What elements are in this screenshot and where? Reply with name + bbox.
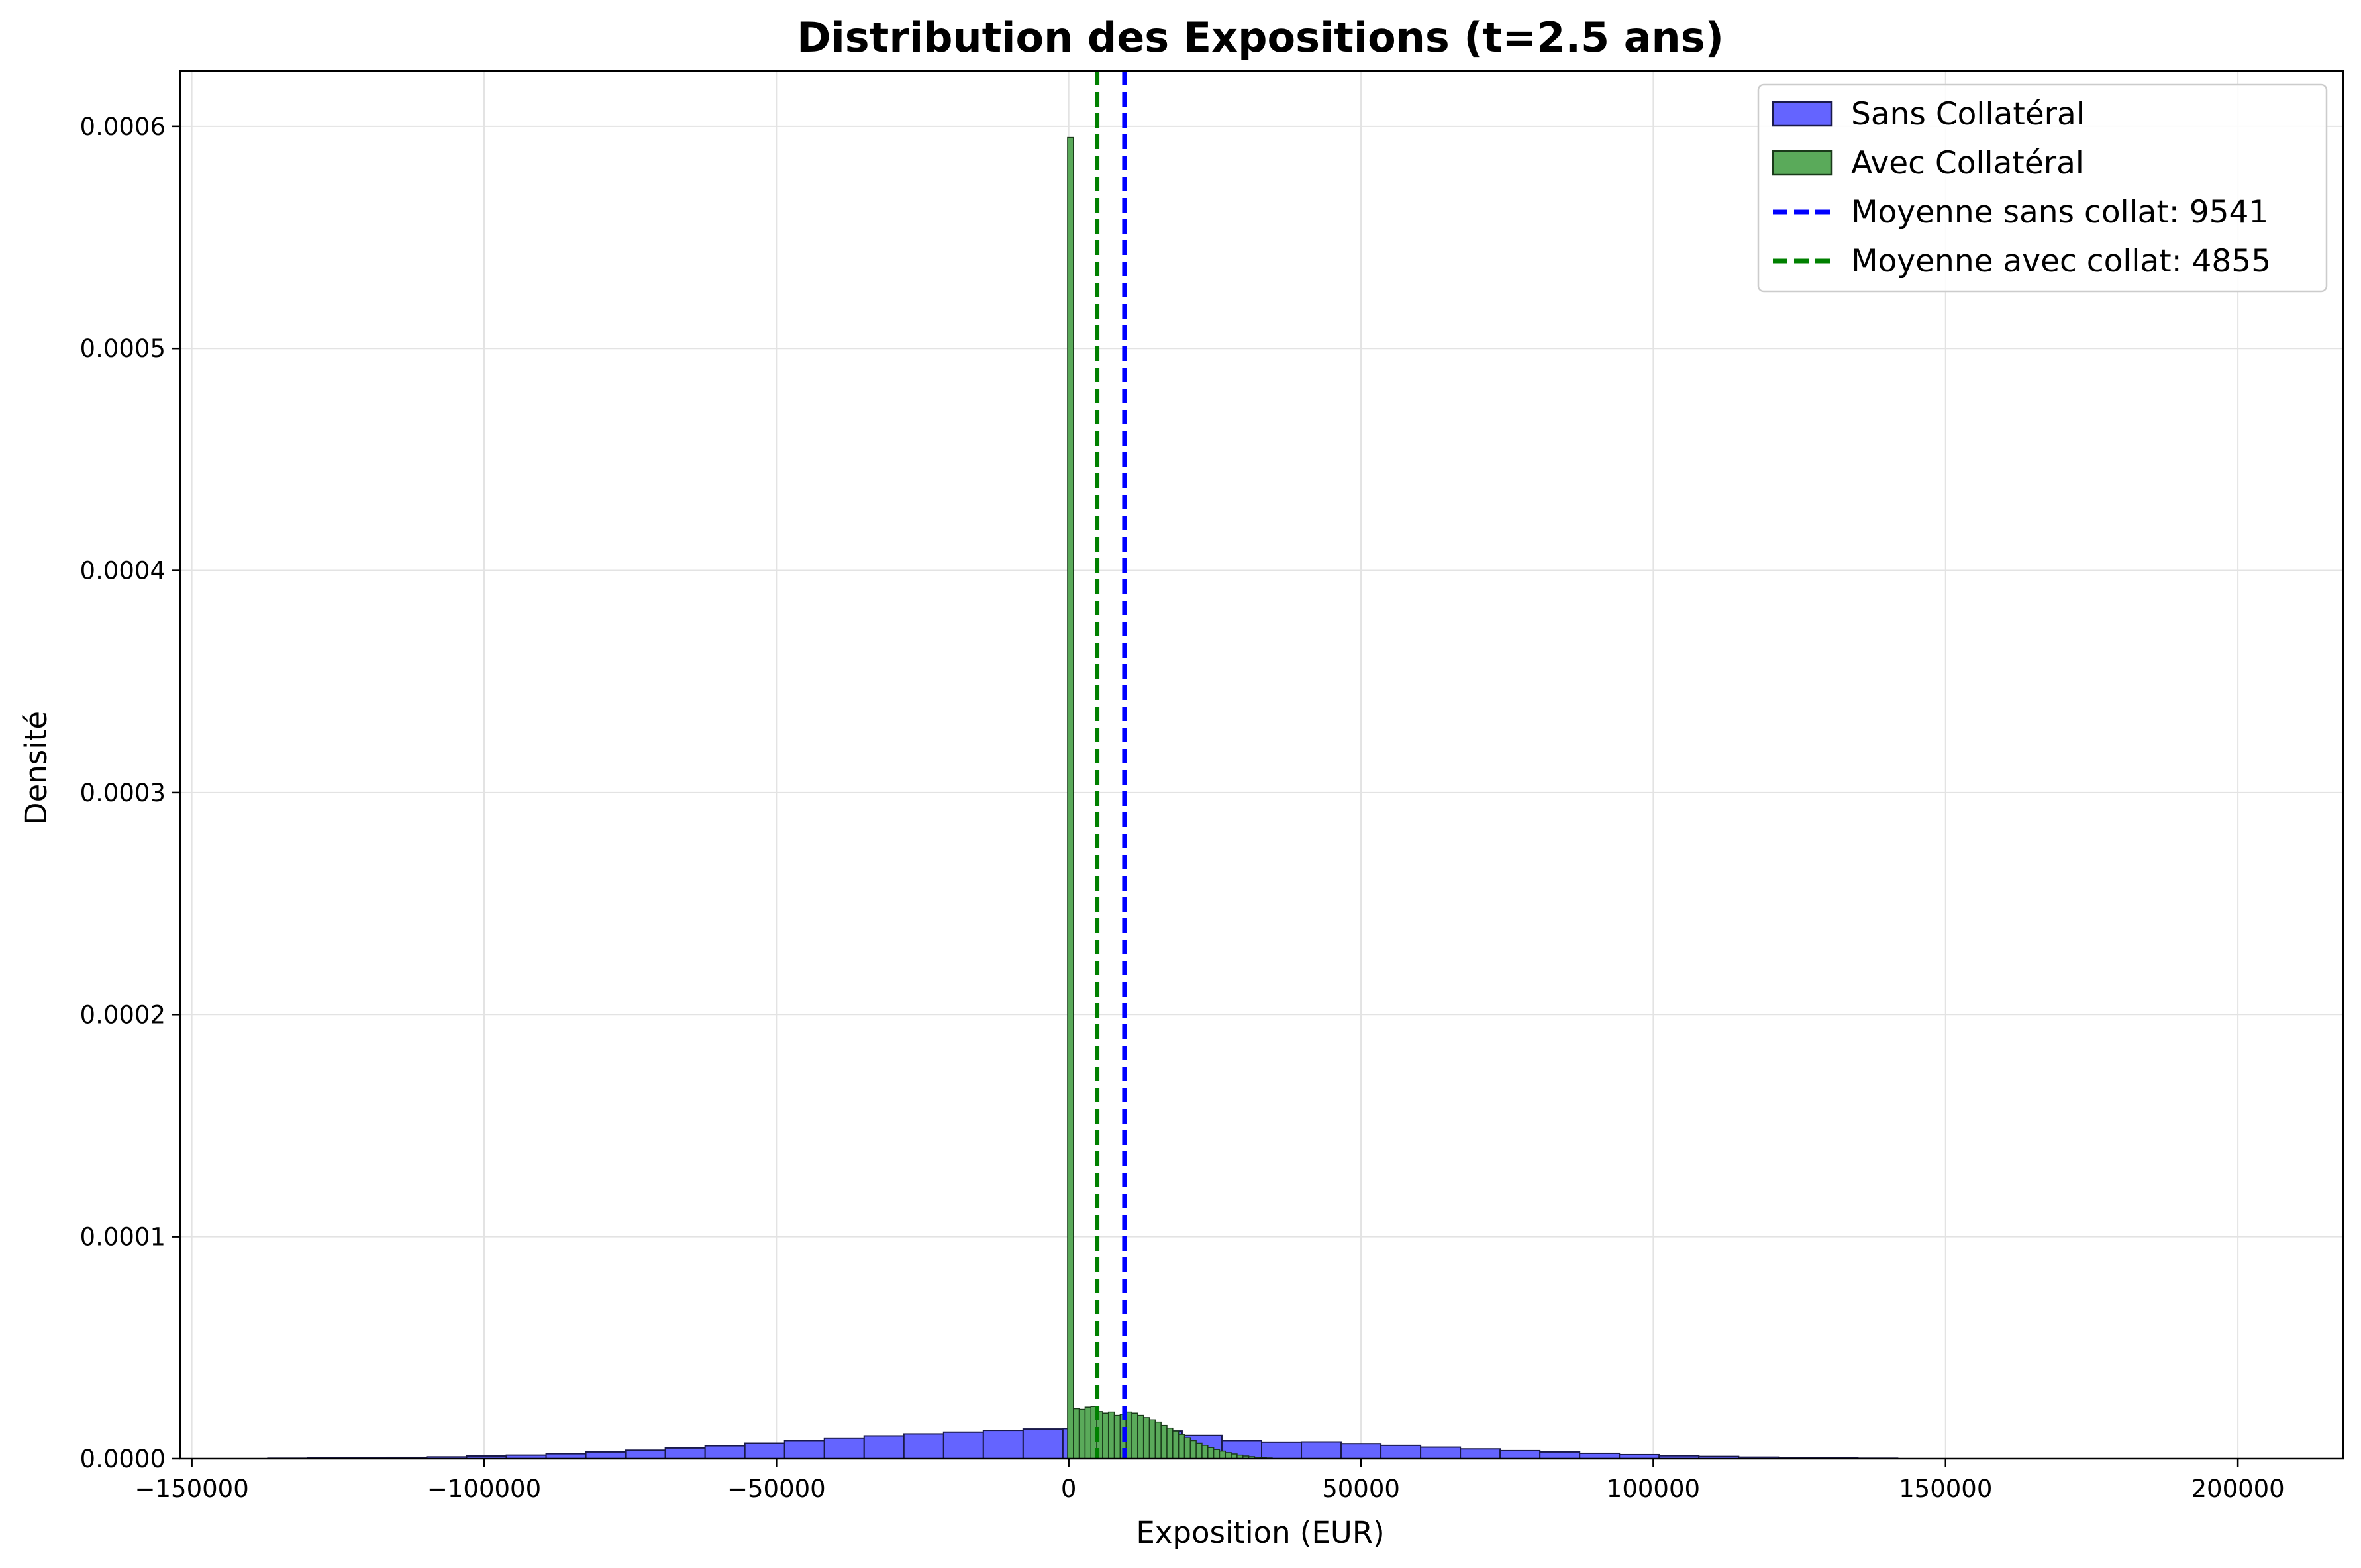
y-tick-label: 0.0003: [80, 779, 166, 807]
bar-sans-collateral: [1340, 1443, 1382, 1460]
bar-sans-collateral: [664, 1447, 706, 1460]
legend-swatch-patch: [1772, 150, 1833, 176]
y-axis-ticks: 0.0000 0.0001 0.0002 0.0003 0.0004 0.0005 0.00…: [80, 113, 180, 1473]
bar-avec-collateral: [1225, 1452, 1232, 1459]
bar-sans-collateral: [1420, 1446, 1462, 1459]
legend: Sans Collatéral Avec Collatéral Moyenne sa…: [1757, 83, 2328, 293]
bar-sans-collateral: [1460, 1448, 1501, 1459]
bar-sans-collateral: [1539, 1451, 1581, 1460]
x-axis-label: Exposition (EUR): [1136, 1515, 1384, 1550]
bar-avec-collateral: [1207, 1447, 1215, 1459]
bar-sans-collateral: [982, 1430, 1024, 1460]
x-tick-label: −150000: [135, 1475, 249, 1503]
bar-avec-collateral: [1201, 1445, 1209, 1459]
bar-avec-collateral: [1084, 1406, 1092, 1459]
legend-swatch-patch: [1772, 101, 1833, 127]
bar-sans-collateral: [1022, 1428, 1064, 1460]
y-tick-label: 0.0004: [80, 557, 166, 585]
bar-sans-collateral: [585, 1451, 627, 1460]
bar-avec-collateral: [1078, 1408, 1086, 1459]
chart-title: Distribution des Expositions (t=2.5 ans): [797, 13, 1724, 62]
y-tick-label: 0.0002: [80, 1001, 166, 1029]
bar-sans-collateral: [625, 1449, 666, 1460]
bar-sans-collateral: [1261, 1441, 1303, 1459]
x-tick-label: 200000: [2191, 1475, 2284, 1503]
bar-avec-collateral: [1142, 1417, 1150, 1459]
bar-avec-collateral: [1102, 1412, 1109, 1459]
bar-avec-collateral: [1189, 1440, 1197, 1459]
x-axis-ticks: −150000 −100000 −50000 0 50000 100000 150000 20…: [135, 1459, 2285, 1503]
bar-sans-collateral: [1499, 1449, 1541, 1459]
bar-avec-collateral: [1219, 1450, 1227, 1459]
bar-avec-collateral: [1213, 1449, 1221, 1459]
bar-avec-collateral: [1195, 1442, 1203, 1459]
x-tick-label: 50000: [1322, 1475, 1400, 1503]
legend-label: Moyenne avec collat: 4855: [1851, 243, 2271, 279]
bar-sans-collateral: [903, 1433, 944, 1460]
legend-label: Moyenne sans collat: 9541: [1851, 194, 2268, 230]
x-tick-label: −50000: [727, 1475, 826, 1503]
legend-label: Avec Collatéral: [1851, 145, 2084, 181]
bar-avec-collateral: [1160, 1424, 1168, 1459]
y-tick-label: 0.0006: [80, 113, 166, 141]
bar-sans-collateral: [863, 1435, 905, 1460]
bar-avec-collateral: [1148, 1419, 1156, 1459]
y-tick-label: 0.0005: [80, 334, 166, 363]
bar-avec-collateral: [1166, 1427, 1174, 1459]
legend-box: [1757, 83, 2328, 293]
x-tick-label: −100000: [427, 1475, 541, 1503]
y-tick-label: 0.0001: [80, 1223, 166, 1251]
bar-avec-collateral: [1131, 1412, 1138, 1459]
bar-sans-collateral: [744, 1442, 785, 1460]
bar-avec-collateral: [1178, 1434, 1185, 1459]
bar-sans-collateral: [1301, 1441, 1342, 1460]
plot-frame: [179, 70, 2344, 1460]
bar-avec-collateral: [1172, 1430, 1180, 1459]
bar-avec-collateral: [1073, 1408, 1080, 1459]
x-tick-label: 0: [1061, 1475, 1077, 1503]
x-tick-label: 100000: [1607, 1475, 1700, 1503]
legend-label: Sans Collatéral: [1851, 96, 2085, 132]
x-tick-label: 150000: [1899, 1475, 1992, 1503]
bars-avec-collateral: [1067, 136, 1273, 1459]
bar-avec-collateral: [1137, 1414, 1144, 1459]
bar-avec-collateral: [1113, 1414, 1121, 1459]
bar-sans-collateral: [704, 1445, 746, 1459]
bar-sans-collateral: [783, 1440, 825, 1460]
bar-sans-collateral: [942, 1431, 984, 1460]
y-tick-label: 0.0000: [80, 1445, 166, 1473]
bar-avec-collateral: [1067, 136, 1074, 1459]
mean-lines: [1095, 71, 1127, 1459]
bar-avec-collateral: [1107, 1411, 1115, 1459]
bar-avec-collateral: [1183, 1437, 1191, 1459]
bar-sans-collateral: [1380, 1444, 1422, 1460]
y-axis-label: Densité: [19, 711, 54, 825]
bar-avec-collateral: [1154, 1421, 1162, 1459]
bar-avec-collateral: [1125, 1411, 1132, 1459]
bar-sans-collateral: [823, 1437, 865, 1460]
